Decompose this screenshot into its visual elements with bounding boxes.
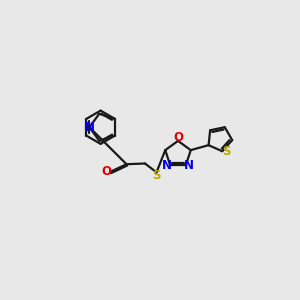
Text: O: O <box>173 131 183 144</box>
Text: O: O <box>101 165 111 178</box>
Text: S: S <box>152 169 161 182</box>
Text: N: N <box>84 121 94 134</box>
Text: N: N <box>162 159 172 172</box>
Text: N: N <box>184 159 194 172</box>
Text: S: S <box>222 145 231 158</box>
